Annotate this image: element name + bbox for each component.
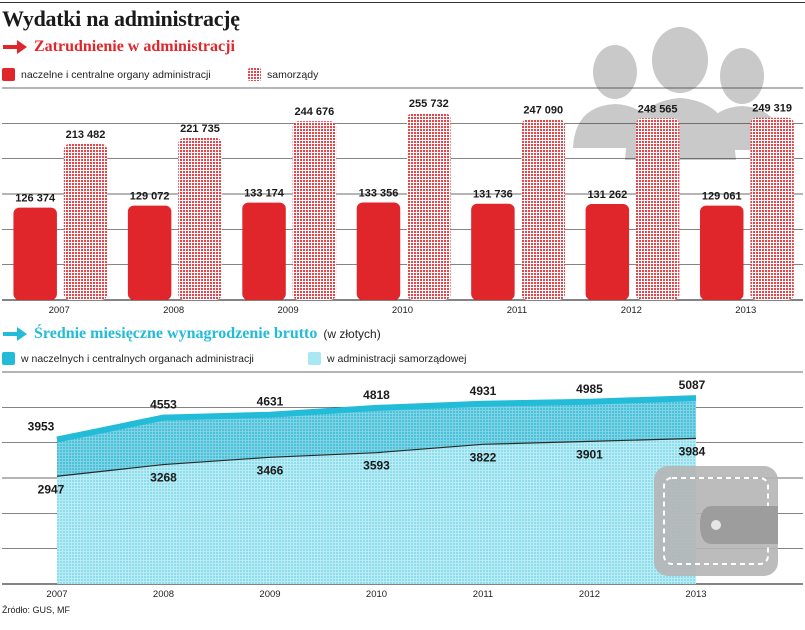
page-title: Wydatki na administrację xyxy=(2,6,240,31)
bar-label-local-2011: 247 090 xyxy=(523,104,563,116)
bar-central-2013 xyxy=(700,205,744,300)
line-label-local-2011: 3822 xyxy=(470,450,497,464)
line-label-local-2013: 3984 xyxy=(679,444,706,458)
bar-label-central-2013: 129 061 xyxy=(702,191,742,203)
wallet-icon xyxy=(654,466,778,576)
bar-central-2011 xyxy=(471,203,515,300)
legend-label-central: naczelne i centralne organy administracj… xyxy=(21,68,211,81)
line-label-central-2013: 5087 xyxy=(679,378,706,392)
bar-central-2009 xyxy=(242,202,286,300)
bar-chart-bars xyxy=(13,113,794,301)
line-label-central-2010: 4818 xyxy=(363,388,390,402)
bar-label-central-2011: 131 736 xyxy=(473,189,513,201)
bar-central-2012 xyxy=(585,204,630,300)
bar-local-2008 xyxy=(178,137,222,300)
bar-label-local-2010: 255 732 xyxy=(409,98,449,110)
line-xtick-2011: 2011 xyxy=(473,589,493,600)
salary-legend-local: w administracji samorządowej xyxy=(308,352,466,365)
bar-central-2007 xyxy=(13,207,57,300)
bar-label-local-2007: 213 482 xyxy=(66,129,106,141)
line-label-local-2009: 3466 xyxy=(257,463,284,477)
line-label-local-2007: 2947 xyxy=(38,482,65,496)
salary-legend-central: w naczelnych i centralnych organach admi… xyxy=(2,352,254,365)
line-label-central-2008: 4553 xyxy=(150,398,177,412)
cyan-arrow-icon xyxy=(3,327,27,341)
line-xtick-2007: 2007 xyxy=(46,589,67,600)
bar-label-central-2010: 133 356 xyxy=(359,188,399,200)
employment-legend-central: naczelne i centralne organy administracj… xyxy=(2,68,211,81)
line-label-local-2012: 3901 xyxy=(576,447,603,461)
employment-section-title: Zatrudnienie w administracji xyxy=(2,38,235,56)
line-xtick-2012: 2012 xyxy=(579,589,600,600)
salary-section-title: Średnie miesięczne wynagrodzenie brutto … xyxy=(2,325,381,343)
employment-title: Zatrudnienie w administracji xyxy=(34,38,235,55)
legend-label-salary-central: w naczelnych i centralnych organach admi… xyxy=(21,352,254,365)
bar-local-2010 xyxy=(407,113,451,300)
bar-central-2008 xyxy=(127,205,172,300)
salary-title: Średnie miesięczne wynagrodzenie brutto xyxy=(34,325,318,342)
bar-chart-x-ticks: 2007 2008 2009 2010 2011 2012 2013 xyxy=(49,305,757,316)
bar-central-2010 xyxy=(356,202,401,300)
line-local xyxy=(56,437,697,477)
bar-xtick-2013: 2013 xyxy=(735,305,756,316)
source-note: Źródło: GUS, MF xyxy=(2,605,71,615)
line-central xyxy=(56,395,697,443)
line-label-central-2012: 4985 xyxy=(576,382,603,396)
bar-local-2012 xyxy=(635,118,680,301)
legend-swatch-dotted-red xyxy=(248,68,261,81)
red-arrow-icon xyxy=(3,40,27,54)
employment-legend-local: samorządy xyxy=(248,68,318,81)
line-chart-value-labels: 3953 2947 4553 3268 4631 3466 4818 3593 4931 3822… xyxy=(28,378,706,496)
bar-label-central-2012: 131 262 xyxy=(587,189,627,201)
line-xtick-2013: 2013 xyxy=(685,589,706,600)
legend-label-salary-local: w administracji samorządowej xyxy=(327,352,467,365)
line-chart-areas xyxy=(56,395,697,584)
bar-xtick-2008: 2008 xyxy=(163,305,184,316)
line-label-central-2007: 3953 xyxy=(28,420,55,434)
bar-local-2009 xyxy=(292,121,337,300)
bar-local-2013 xyxy=(750,117,794,300)
bar-xtick-2012: 2012 xyxy=(621,305,642,316)
line-xtick-2008: 2008 xyxy=(153,589,174,600)
line-label-local-2008: 3268 xyxy=(150,471,177,485)
line-chart-x-ticks: 2007 2008 2009 2010 2011 2012 2013 xyxy=(46,589,706,600)
legend-swatch-light-cyan xyxy=(308,352,321,365)
legend-swatch-red xyxy=(2,68,15,81)
bar-label-local-2009: 244 676 xyxy=(295,106,335,118)
bar-label-central-2008: 129 072 xyxy=(130,191,170,203)
bar-local-2007 xyxy=(63,143,108,300)
bar-label-central-2007: 126 374 xyxy=(15,193,56,205)
line-xtick-2010: 2010 xyxy=(366,589,387,600)
bar-local-2011 xyxy=(521,119,565,301)
bar-chart-value-labels: 126 374 213 482 129 072 221 735 133 174 244 6… xyxy=(15,98,792,205)
bar-xtick-2011: 2011 xyxy=(507,305,527,316)
legend-swatch-cyan xyxy=(2,352,15,365)
top-rule xyxy=(0,2,805,3)
bar-xtick-2009: 2009 xyxy=(278,305,299,316)
bar-xtick-2010: 2010 xyxy=(392,305,413,316)
bar-label-local-2013: 249 319 xyxy=(752,103,792,115)
bar-label-local-2008: 221 735 xyxy=(180,123,220,135)
legend-label-local: samorządy xyxy=(267,68,319,81)
salary-title-note: (w złotych) xyxy=(323,327,381,341)
area-local xyxy=(57,438,696,584)
bar-xtick-2007: 2007 xyxy=(49,305,70,316)
bar-label-central-2009: 133 174 xyxy=(244,188,285,200)
line-label-local-2010: 3593 xyxy=(363,459,390,473)
line-label-central-2011: 4931 xyxy=(470,384,497,398)
bar-label-local-2012: 248 565 xyxy=(638,103,678,115)
line-xtick-2009: 2009 xyxy=(259,589,280,600)
line-label-central-2009: 4631 xyxy=(257,395,284,409)
